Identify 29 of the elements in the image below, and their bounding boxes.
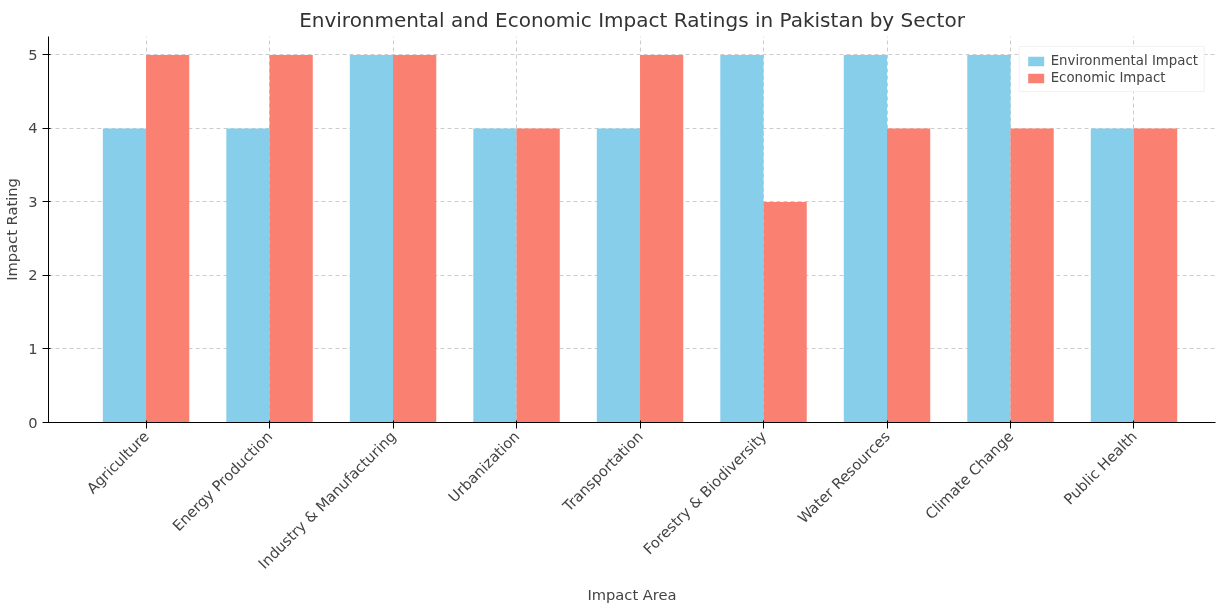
legend-label: Economic Impact (1050, 70, 1166, 85)
bar (763, 201, 807, 423)
legend-label: Environmental Impact (1050, 53, 1198, 68)
bar (1010, 128, 1054, 423)
chart-title: Environmental and Economic Impact Ratings in Pakistan by Sector (299, 7, 966, 32)
y-tick-label: 2 (28, 266, 38, 284)
bar (226, 128, 270, 423)
bar (1134, 128, 1178, 423)
bar (473, 128, 517, 423)
y-tick-label: 4 (28, 119, 38, 137)
y-tick-label: 3 (28, 192, 38, 210)
y-tick-label: 1 (28, 339, 38, 357)
x-axis-title: Impact Area (587, 585, 677, 603)
bar (349, 54, 394, 423)
bar (516, 128, 560, 423)
bar (887, 128, 931, 423)
y-axis-title: Impact Rating (3, 178, 21, 281)
bar (720, 54, 764, 423)
bar (146, 54, 190, 423)
bar (640, 54, 684, 423)
bar (596, 128, 641, 423)
bar (1090, 128, 1134, 423)
bar (102, 128, 147, 423)
bar (393, 54, 437, 423)
bar (967, 54, 1011, 423)
bar (269, 54, 313, 423)
bar (843, 54, 888, 423)
y-tick-label: 0 (28, 413, 38, 431)
y-tick-label: 5 (28, 45, 38, 63)
